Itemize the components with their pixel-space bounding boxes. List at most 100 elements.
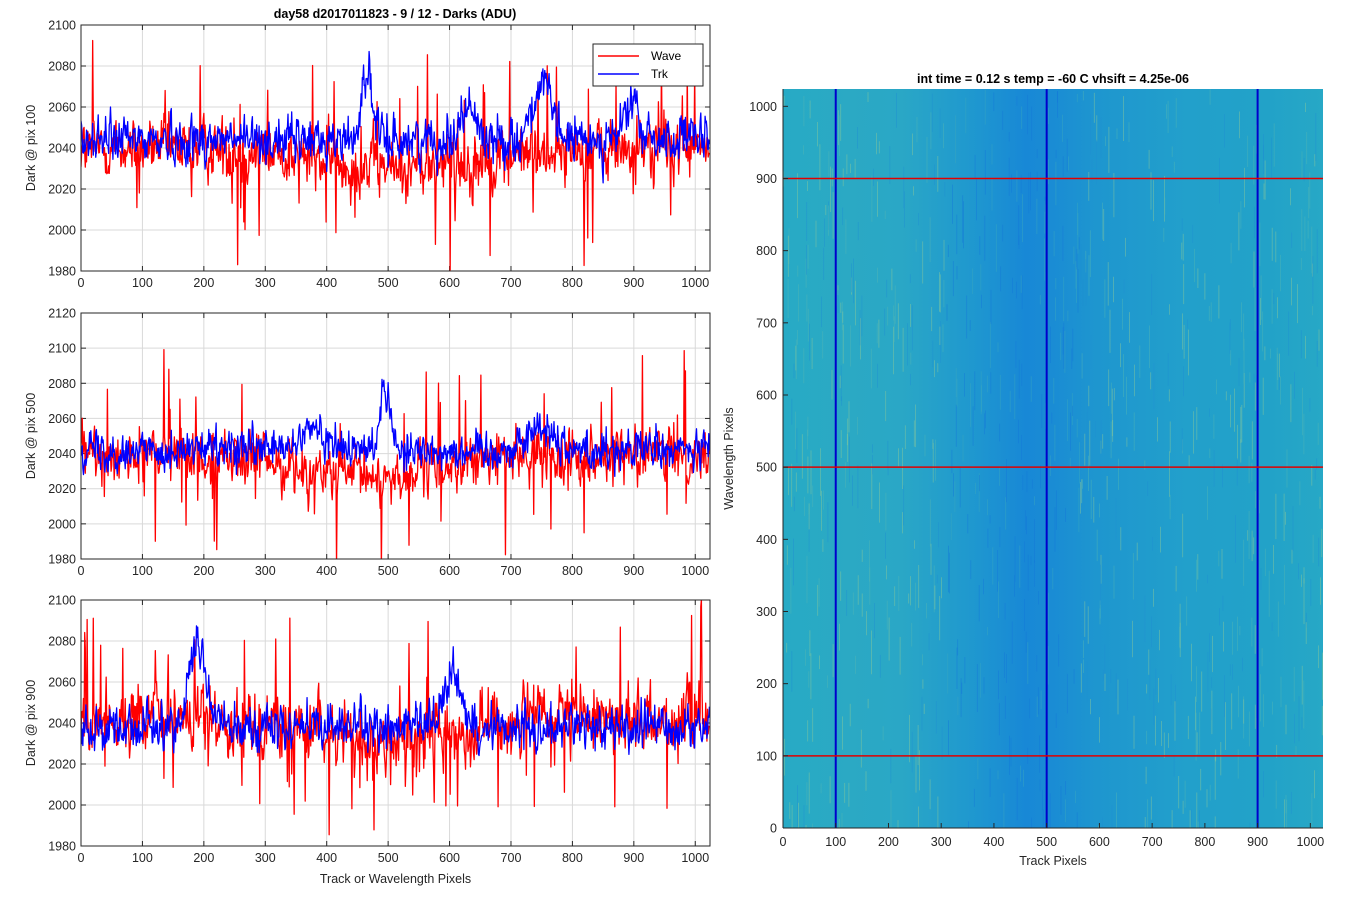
x-tick-label: 500 [1036, 835, 1057, 849]
series-lines [81, 348, 710, 559]
y-tick-label: 500 [756, 461, 777, 475]
y-tick-label: 2100 [48, 19, 76, 33]
x-tick-label: 0 [780, 835, 787, 849]
y-tick-label: 800 [756, 244, 777, 258]
x-tick-label: 200 [193, 276, 214, 290]
x-tick-label: 600 [1089, 835, 1110, 849]
x-tick-label: 600 [439, 564, 460, 578]
figure-title: day58 d2017011823 - 9 / 12 - Darks (ADU) [274, 7, 517, 21]
series-line-trk [81, 625, 710, 757]
x-tick-label: 400 [984, 835, 1005, 849]
legend-box [592, 43, 704, 87]
x-tick-label: 1000 [681, 564, 709, 578]
x-tick-label: 900 [623, 564, 644, 578]
x-tick-label: 0 [78, 276, 85, 290]
x-tick-label: 200 [193, 851, 214, 865]
heatmap-title: int time = 0.12 s temp = -60 C vhsift = … [917, 72, 1189, 86]
y-tick-label: 2080 [48, 377, 76, 391]
y-tick-label: 200 [756, 677, 777, 691]
series-lines [81, 600, 710, 836]
series-lines [81, 39, 710, 271]
legend: Wave Trk [592, 43, 704, 87]
series-line-wave [81, 39, 710, 271]
x-tick-label: 700 [1142, 835, 1163, 849]
y-tick-label: 2000 [48, 224, 76, 238]
y-tick-label: 2020 [48, 758, 76, 772]
x-tick-label: 0 [78, 564, 85, 578]
series-line-trk [81, 50, 710, 184]
dark-pix900-axes: 0 100 200 300 400 500 600 700 800 900 1000 1980 2000… [24, 594, 711, 886]
tick-labels: 0 100 200 300 400 500 600 700 800 900 1000 0 100 200 3… [749, 100, 1324, 849]
y-axis-label: Dark @ pix 500 [24, 393, 38, 479]
y-tick-label: 1980 [48, 840, 76, 854]
y-axis-label: Wavelength Pixels [722, 407, 736, 509]
x-tick-label: 100 [132, 564, 153, 578]
x-tick-label: 300 [255, 276, 276, 290]
y-tick-label: 2040 [48, 142, 76, 156]
y-tick-label: 400 [756, 533, 777, 547]
y-tick-label: 2060 [48, 412, 76, 426]
y-tick-label: 2080 [48, 60, 76, 74]
x-tick-label: 300 [255, 564, 276, 578]
x-tick-label: 700 [501, 851, 522, 865]
x-tick-label: 100 [132, 276, 153, 290]
y-tick-label: 2040 [48, 447, 76, 461]
axes-box [80, 599, 711, 847]
dark-heatmap-axes: 0 100 200 300 400 500 600 700 800 900 1000 0 100 200 3… [722, 72, 1324, 868]
x-axis-label: Track Pixels [1019, 854, 1087, 868]
x-tick-label: 800 [562, 276, 583, 290]
heatmap-background [783, 89, 1323, 828]
x-tick-label: 0 [78, 851, 85, 865]
y-tick-label: 2020 [48, 183, 76, 197]
x-tick-label: 900 [623, 851, 644, 865]
x-tick-label: 1000 [681, 851, 709, 865]
x-tick-label: 600 [439, 851, 460, 865]
x-tick-label: 500 [378, 276, 399, 290]
x-tick-label: 500 [378, 564, 399, 578]
y-tick-label: 100 [756, 749, 777, 763]
heatmap-image [783, 89, 1323, 828]
y-tick-label: 2120 [48, 307, 76, 321]
x-tick-label: 800 [562, 564, 583, 578]
y-tick-label: 2000 [48, 517, 76, 531]
y-tick-label: 0 [770, 822, 777, 836]
y-tick-label: 600 [756, 388, 777, 402]
x-tick-label: 400 [316, 276, 337, 290]
y-tick-label: 2000 [48, 799, 76, 813]
y-tick-label: 2100 [48, 342, 76, 356]
x-tick-label: 900 [623, 276, 644, 290]
x-tick-label: 700 [501, 276, 522, 290]
y-tick-label: 2020 [48, 482, 76, 496]
x-tick-label: 800 [562, 851, 583, 865]
y-tick-label: 2060 [48, 101, 76, 115]
x-tick-label: 500 [378, 851, 399, 865]
y-tick-label: 2100 [48, 594, 76, 608]
x-tick-label: 700 [501, 564, 522, 578]
x-axis-label: Track or Wavelength Pixels [320, 872, 471, 886]
dark-pix100-axes: 0 100 200 300 400 500 600 700 800 900 1000 1980 2000… [24, 19, 711, 290]
y-tick-label: 900 [756, 172, 777, 186]
y-tick-label: 1980 [48, 553, 76, 567]
y-tick-label: 700 [756, 316, 777, 330]
axes-box [80, 24, 711, 272]
y-axis-label: Dark @ pix 100 [24, 105, 38, 191]
y-axis-label: Dark @ pix 900 [24, 680, 38, 766]
x-tick-label: 400 [316, 851, 337, 865]
x-tick-label: 200 [193, 564, 214, 578]
dark-pix500-axes: 0 100 200 300 400 500 600 700 800 900 1000 1980 2000… [24, 307, 711, 579]
x-tick-label: 200 [878, 835, 899, 849]
y-tick-label: 1980 [48, 265, 76, 279]
tick-labels: 0 100 200 300 400 500 600 700 800 900 1000 1980 2000… [48, 594, 709, 866]
tick-labels: 0 100 200 300 400 500 600 700 800 900 1000 1980 2000… [48, 307, 709, 579]
series-line-trk [81, 378, 710, 478]
x-tick-label: 300 [255, 851, 276, 865]
axes-box [80, 312, 711, 560]
x-tick-label: 600 [439, 276, 460, 290]
y-tick-label: 2080 [48, 635, 76, 649]
x-tick-label: 100 [132, 851, 153, 865]
x-tick-label: 1000 [1296, 835, 1324, 849]
x-tick-label: 800 [1194, 835, 1215, 849]
x-tick-label: 300 [931, 835, 952, 849]
x-tick-label: 400 [316, 564, 337, 578]
